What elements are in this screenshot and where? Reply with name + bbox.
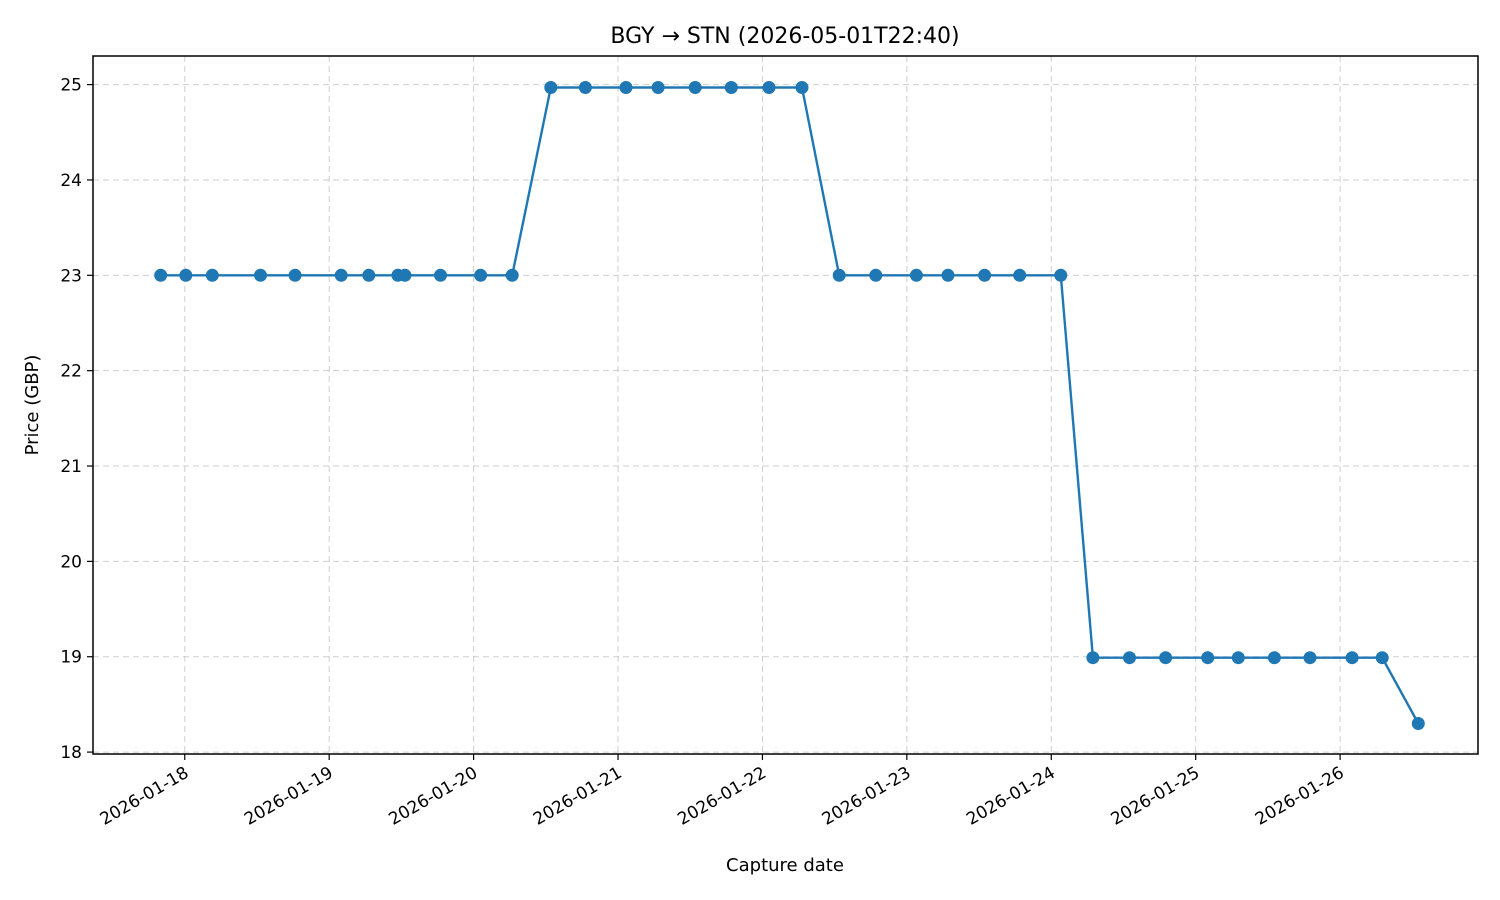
data-point	[1159, 651, 1173, 665]
data-point	[362, 268, 376, 282]
data-point	[688, 81, 702, 94]
price-line	[160, 86, 1420, 725]
y-tick-label: 24	[60, 171, 82, 191]
data-point	[1086, 651, 1100, 665]
y-tick-label: 18	[60, 743, 82, 763]
data-point	[1375, 651, 1389, 665]
data-point	[334, 268, 348, 282]
data-point	[505, 268, 519, 282]
data-point	[762, 81, 776, 94]
data-point	[578, 81, 592, 94]
data-point	[619, 81, 633, 94]
chart-title: BGY → STN (2026-05-01T22:40)	[610, 24, 959, 49]
series-layer	[154, 81, 1425, 730]
data-point	[254, 268, 267, 282]
data-point	[724, 81, 738, 94]
x-tick-label: 2026-01-19	[241, 763, 337, 830]
data-point	[869, 268, 883, 282]
data-point	[651, 81, 665, 94]
data-point	[795, 81, 809, 94]
x-tick-label: 2026-01-23	[819, 763, 915, 830]
data-point	[474, 268, 488, 282]
y-axis-ticks: 18 19 20 21 22 23 24 25	[60, 76, 93, 763]
x-tick-label: 2026-01-26	[1252, 763, 1348, 830]
x-tick-label: 2026-01-24	[963, 763, 1059, 830]
x-tick-label: 2026-01-25	[1108, 763, 1204, 830]
data-point	[1201, 651, 1215, 665]
data-point	[978, 268, 992, 282]
data-point	[154, 268, 168, 282]
x-axis-label: Capture date	[726, 855, 844, 876]
data-point	[909, 268, 923, 282]
y-tick-label: 20	[60, 552, 82, 572]
data-point	[205, 268, 219, 282]
x-tick-label: 2026-01-21	[530, 763, 626, 830]
y-tick-label: 19	[60, 648, 82, 668]
data-point	[434, 268, 447, 282]
data-point	[288, 268, 302, 282]
data-point	[1345, 651, 1359, 665]
x-tick-label: 2026-01-22	[674, 763, 770, 830]
grid	[93, 56, 1478, 754]
y-axis-label: Price (GBP)	[22, 355, 43, 456]
data-point	[1411, 717, 1425, 730]
y-tick-label: 25	[60, 76, 82, 96]
data-point	[1231, 651, 1245, 665]
data-point	[832, 268, 846, 282]
data-point	[544, 81, 558, 94]
data-point	[398, 268, 412, 282]
data-point	[1267, 651, 1281, 665]
data-point	[179, 268, 193, 282]
data-point	[1013, 268, 1027, 282]
data-point	[1054, 268, 1068, 282]
x-tick-label: 2026-01-20	[386, 763, 482, 830]
data-point	[941, 268, 955, 282]
data-point	[1123, 651, 1136, 665]
plot-frame	[92, 55, 1479, 755]
data-point	[1303, 651, 1317, 665]
x-tick-label: 2026-01-18	[97, 763, 193, 830]
y-tick-label: 21	[60, 457, 82, 477]
y-tick-label: 23	[60, 266, 82, 286]
x-axis-ticks: 2026-01-18 2026-01-19 2026-01-20 2026-01-21…	[97, 754, 1348, 830]
y-tick-label: 22	[60, 362, 82, 382]
